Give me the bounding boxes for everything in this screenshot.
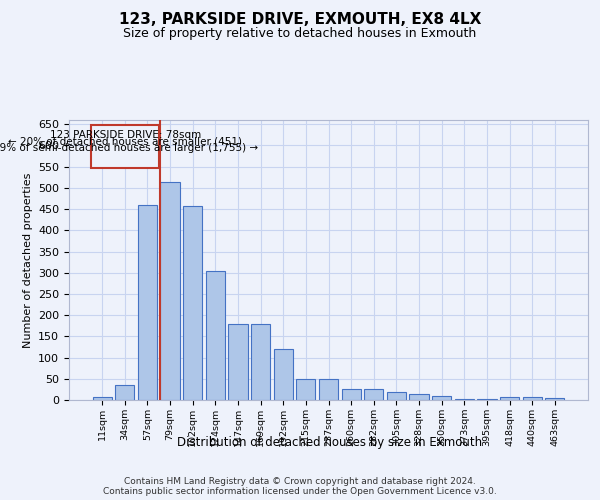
Text: ← 20% of detached houses are smaller (451): ← 20% of detached houses are smaller (45… <box>8 136 242 146</box>
Bar <box>455 399 474 400</box>
Bar <box>115 385 134 400</box>
Bar <box>138 205 157 400</box>
Text: 79% of semi-detached houses are larger (1,755) →: 79% of semi-detached houses are larger (… <box>0 143 258 153</box>
Bar <box>183 206 202 400</box>
Bar <box>274 349 293 400</box>
Y-axis label: Number of detached properties: Number of detached properties <box>23 172 32 348</box>
Bar <box>341 388 361 400</box>
Text: Contains public sector information licensed under the Open Government Licence v3: Contains public sector information licen… <box>103 486 497 496</box>
Bar <box>92 397 112 400</box>
Bar <box>251 324 270 400</box>
Text: 123, PARKSIDE DRIVE, EXMOUTH, EX8 4LX: 123, PARKSIDE DRIVE, EXMOUTH, EX8 4LX <box>119 12 481 28</box>
Bar <box>229 324 248 400</box>
Text: Size of property relative to detached houses in Exmouth: Size of property relative to detached ho… <box>124 28 476 40</box>
Bar <box>432 396 451 400</box>
FancyBboxPatch shape <box>91 125 160 168</box>
Bar <box>523 397 542 400</box>
Text: Distribution of detached houses by size in Exmouth: Distribution of detached houses by size … <box>178 436 482 449</box>
Bar <box>477 399 497 400</box>
Bar <box>545 398 565 400</box>
Bar <box>364 388 383 400</box>
Bar <box>409 394 428 400</box>
Bar <box>387 392 406 400</box>
Bar <box>500 397 519 400</box>
Bar <box>296 379 316 400</box>
Bar <box>160 182 180 400</box>
Bar <box>206 270 225 400</box>
Text: 123 PARKSIDE DRIVE: 78sqm: 123 PARKSIDE DRIVE: 78sqm <box>50 130 201 140</box>
Text: Contains HM Land Registry data © Crown copyright and database right 2024.: Contains HM Land Registry data © Crown c… <box>124 476 476 486</box>
Bar <box>319 379 338 400</box>
